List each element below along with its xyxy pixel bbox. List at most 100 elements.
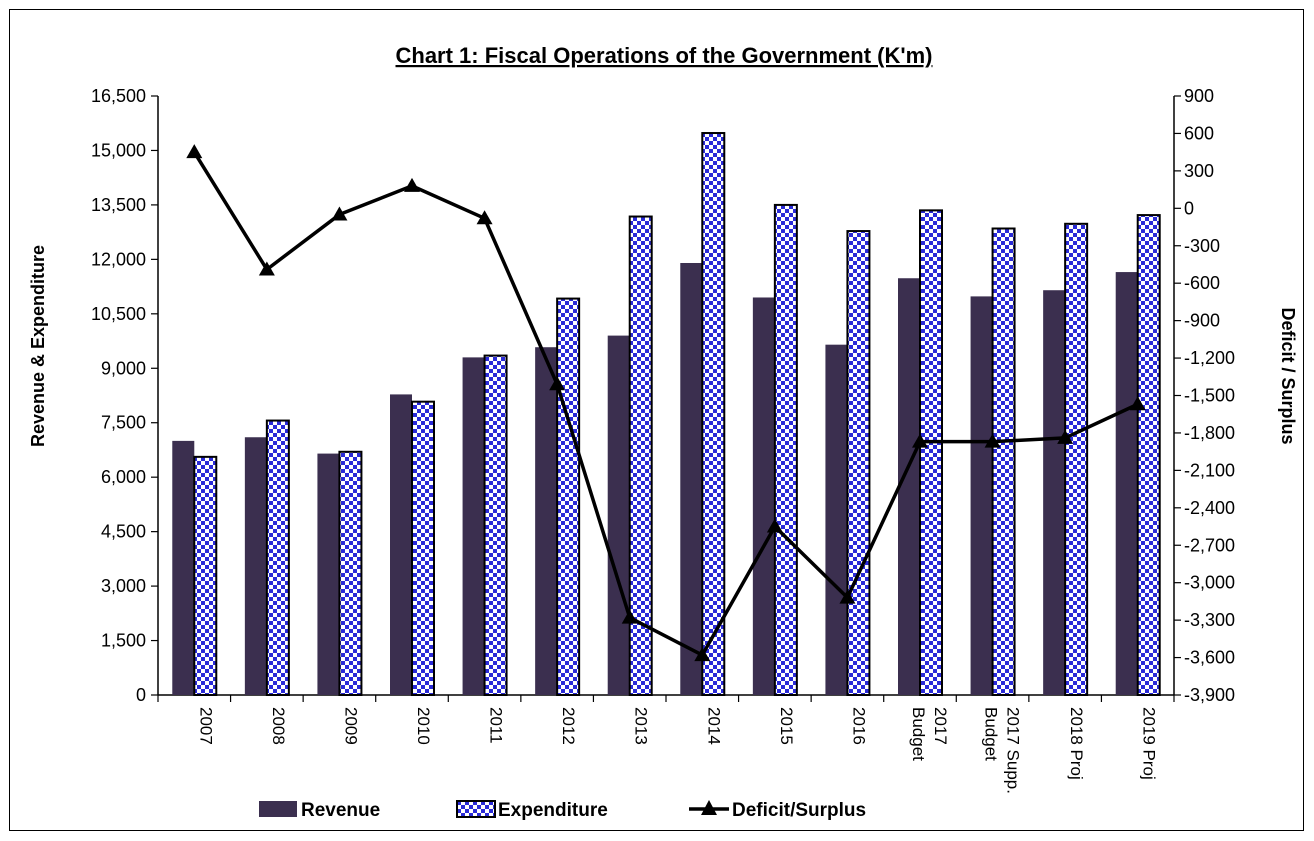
- y-tick-label: 0: [136, 685, 146, 705]
- y2-tick-label: -1,500: [1184, 386, 1235, 406]
- deficit-surplus-point: [621, 609, 638, 624]
- x-tick-label-line: 2016: [849, 707, 868, 745]
- y-axis-title: Revenue & Expenditure: [28, 245, 48, 447]
- legend-swatch-expenditure: [456, 800, 496, 818]
- chart-frame: Chart 1: Fiscal Operations of the Govern…: [9, 9, 1304, 831]
- bar-expenditure: [411, 400, 435, 696]
- x-tick-label: 2007: [196, 707, 215, 745]
- y2-axis-title: Deficit / Surplus: [1278, 307, 1298, 444]
- bar-revenue: [607, 335, 630, 695]
- bar-expenditure: [773, 203, 798, 696]
- y2-tick-label: -1,200: [1184, 348, 1235, 368]
- deficit-surplus-point: [1057, 429, 1074, 444]
- x-tick-label-line: 2008: [269, 707, 288, 745]
- y-tick-label: 4,500: [101, 522, 146, 542]
- bar-expenditure: [265, 419, 290, 696]
- y-tick-label: 13,500: [91, 195, 146, 215]
- deficit-surplus-point: [984, 433, 1001, 448]
- bar-expenditure: [483, 354, 508, 696]
- bar-expenditure: [1136, 214, 1161, 696]
- bar-revenue: [1043, 290, 1066, 695]
- bar-expenditure: [193, 455, 218, 696]
- x-tick-label-line: 2012: [559, 707, 578, 745]
- y-tick-label: 1,500: [101, 631, 146, 651]
- legend-label-deficit: Deficit/Surplus: [732, 800, 866, 821]
- bar-expenditure: [701, 132, 726, 696]
- bar-revenue: [898, 278, 920, 695]
- y2-tick-label: -3,600: [1184, 648, 1235, 668]
- x-tick-label: 2016: [849, 707, 868, 745]
- y-tick-label: 6,000: [101, 467, 146, 487]
- y2-tick-label: -2,400: [1184, 498, 1235, 518]
- y2-tick-label: -3,300: [1184, 610, 1235, 630]
- bar-expenditure: [628, 215, 653, 696]
- x-tick-label: 2009: [341, 707, 360, 745]
- bar-revenue: [390, 394, 412, 695]
- deficit-surplus-point: [186, 144, 203, 159]
- bar-revenue: [825, 344, 848, 695]
- y2-tick-label: 600: [1184, 123, 1214, 143]
- x-tick-label: 2013: [632, 707, 651, 745]
- x-tick-label: 2018 Proj: [1067, 707, 1086, 780]
- x-tick-label: 2017 Supp.Budget: [982, 707, 1023, 794]
- bar-revenue: [172, 440, 195, 695]
- y-tick-label: 12,000: [91, 249, 146, 269]
- x-tick-label-line: 2009: [341, 707, 360, 745]
- bar-revenue: [462, 357, 485, 695]
- y2-tick-label: 0: [1184, 198, 1194, 218]
- y2-tick-label: 300: [1184, 161, 1214, 181]
- deficit-surplus-point: [912, 433, 928, 448]
- legend-swatch-deficit-marker: [701, 800, 717, 815]
- y-tick-label: 10,500: [91, 304, 146, 324]
- x-tick-label: 2014: [704, 707, 723, 745]
- bar-revenue: [244, 437, 267, 695]
- legend-swatch-revenue: [259, 801, 297, 817]
- deficit-surplus-point: [1129, 396, 1146, 411]
- deficit-surplus-point: [476, 210, 493, 225]
- x-tick-label: 2008: [269, 707, 288, 745]
- y2-tick-label: -3,900: [1184, 685, 1235, 705]
- x-tick-label-line: 2013: [632, 707, 651, 745]
- bar-revenue: [317, 453, 340, 695]
- y-tick-label: 9,000: [101, 358, 146, 378]
- x-tick-label-line: 2010: [414, 707, 433, 745]
- x-tick-label-line: Budget: [909, 707, 928, 761]
- y-tick-label: 3,000: [101, 576, 146, 596]
- chart: Chart 1: Fiscal Operations of the Govern…: [28, 43, 1298, 821]
- x-tick-label: 2015: [777, 707, 796, 745]
- x-tick-label-line: 2017 Supp.: [1004, 707, 1023, 794]
- deficit-surplus-line: [192, 151, 1139, 657]
- x-tick-label-line: 2019 Proj: [1140, 707, 1159, 780]
- x-tick-label-line: 2015: [777, 707, 796, 745]
- y2-tick-label: -3,000: [1184, 573, 1235, 593]
- y2-tick-label: -2,100: [1184, 460, 1235, 480]
- deficit-surplus-point: [258, 261, 275, 276]
- x-tick-label: 2010: [414, 707, 433, 745]
- x-tick-label-line: 2011: [487, 707, 506, 744]
- x-tick-label: 2011: [487, 707, 506, 744]
- deficit-surplus-point: [404, 177, 420, 192]
- y2-tick-label: -1,800: [1184, 423, 1235, 443]
- bar-revenue: [1115, 272, 1138, 695]
- y2-tick-label: -600: [1184, 273, 1220, 293]
- y2-tick-label: 900: [1184, 86, 1214, 106]
- x-tick-label: 2012: [559, 707, 578, 745]
- legend-label-expenditure: Expenditure: [498, 800, 608, 821]
- bar-revenue: [970, 296, 993, 695]
- deficit-surplus-point: [694, 647, 711, 662]
- y-tick-label: 16,500: [91, 86, 146, 106]
- y2-tick-label: -900: [1184, 311, 1220, 331]
- y2-tick-label: -300: [1184, 236, 1220, 256]
- deficit-surplus-point: [549, 376, 566, 391]
- bar-revenue: [752, 297, 775, 695]
- bar-revenue: [535, 347, 558, 695]
- bar-expenditure: [1064, 222, 1089, 697]
- bar-expenditure: [338, 450, 363, 696]
- x-tick-label-line: Budget: [982, 707, 1001, 761]
- x-tick-label: 2019 Proj: [1140, 707, 1159, 780]
- legend-label-revenue: Revenue: [301, 800, 380, 821]
- bar-revenue: [680, 262, 703, 695]
- x-tick-label-line: 2014: [704, 707, 723, 745]
- deficit-surplus-point: [766, 518, 783, 533]
